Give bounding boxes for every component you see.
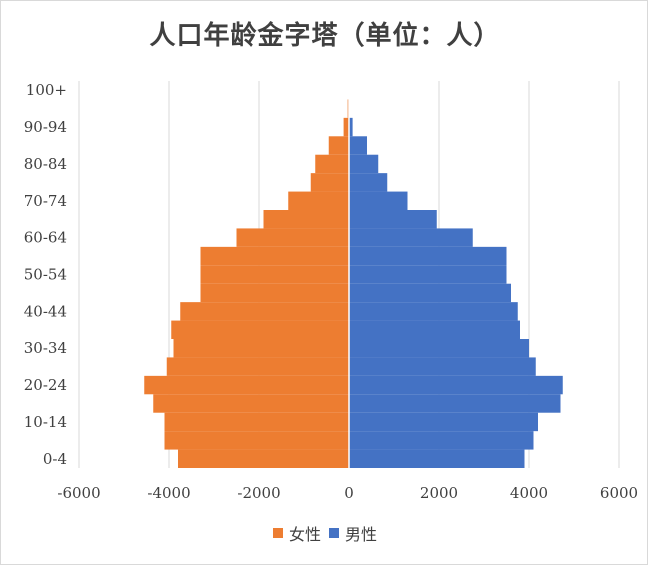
y-tick-label: 30-34 <box>24 339 67 357</box>
y-tick-label: 40-44 <box>24 302 67 320</box>
bar-layer <box>144 99 563 468</box>
bar-male-70-74 <box>349 192 408 210</box>
x-tick-label: -4000 <box>147 484 190 502</box>
legend-label-male: 男性 <box>345 521 377 545</box>
bar-female-20-24 <box>144 376 349 394</box>
bar-male-65-69 <box>349 210 437 228</box>
legend-item-male: 男性 <box>329 521 377 545</box>
bar-male-50-54 <box>349 265 507 283</box>
bar-female-5-9 <box>165 431 350 449</box>
bar-female-90-94 <box>344 118 349 136</box>
y-tick-label: 90-94 <box>24 118 67 136</box>
bar-male-55-59 <box>349 247 507 265</box>
bar-male-85-89 <box>349 136 367 154</box>
bar-male-40-44 <box>349 302 518 320</box>
bar-female-45-49 <box>201 284 350 302</box>
bar-male-20-24 <box>349 376 563 394</box>
y-tick-label: 50-54 <box>24 266 67 284</box>
bar-female-35-39 <box>171 321 349 339</box>
x-tick-label: 4000 <box>510 484 548 502</box>
bar-female-25-29 <box>167 357 349 375</box>
bar-male-45-49 <box>349 284 511 302</box>
bar-male-60-64 <box>349 228 473 246</box>
bar-female-55-59 <box>201 247 350 265</box>
bar-male-35-39 <box>349 321 520 339</box>
y-tick-label: 0-4 <box>43 450 67 468</box>
y-tick-label: 80-84 <box>24 155 67 173</box>
bar-female-50-54 <box>201 265 350 283</box>
bar-male-5-9 <box>349 431 534 449</box>
bar-male-80-84 <box>349 155 378 173</box>
bar-female-30-34 <box>174 339 350 357</box>
bar-male-25-29 <box>349 357 536 375</box>
legend-label-female: 女性 <box>289 521 321 545</box>
y-tick-label: 10-14 <box>24 413 67 431</box>
legend-swatch-female <box>273 528 283 538</box>
y-tick-label: 70-74 <box>24 192 67 210</box>
bar-female-85-89 <box>329 136 349 154</box>
x-tick-label: 0 <box>344 484 354 502</box>
y-tick-label: 60-64 <box>24 229 67 247</box>
bar-female-0-4 <box>178 450 349 468</box>
bar-female-40-44 <box>180 302 349 320</box>
bar-female-10-14 <box>165 413 350 431</box>
bar-male-15-19 <box>349 394 561 412</box>
legend: 女性 男性 <box>1 521 648 545</box>
x-tick-label: -6000 <box>57 484 100 502</box>
legend-swatch-male <box>329 528 339 538</box>
y-tick-label: 20-24 <box>24 376 67 394</box>
bar-female-65-69 <box>264 210 350 228</box>
bar-male-0-4 <box>349 450 525 468</box>
x-tick-label: 6000 <box>600 484 638 502</box>
bar-female-60-64 <box>237 228 350 246</box>
bar-female-15-19 <box>153 394 349 412</box>
x-tick-label: 2000 <box>420 484 458 502</box>
legend-item-female: 女性 <box>273 521 321 545</box>
bar-female-80-84 <box>315 155 349 173</box>
bar-female-70-74 <box>288 192 349 210</box>
x-tick-label: -2000 <box>237 484 280 502</box>
bar-female-75-79 <box>311 173 349 191</box>
bar-male-10-14 <box>349 413 538 431</box>
y-tick-label: 100+ <box>26 81 67 99</box>
bar-male-30-34 <box>349 339 529 357</box>
bar-male-75-79 <box>349 173 387 191</box>
